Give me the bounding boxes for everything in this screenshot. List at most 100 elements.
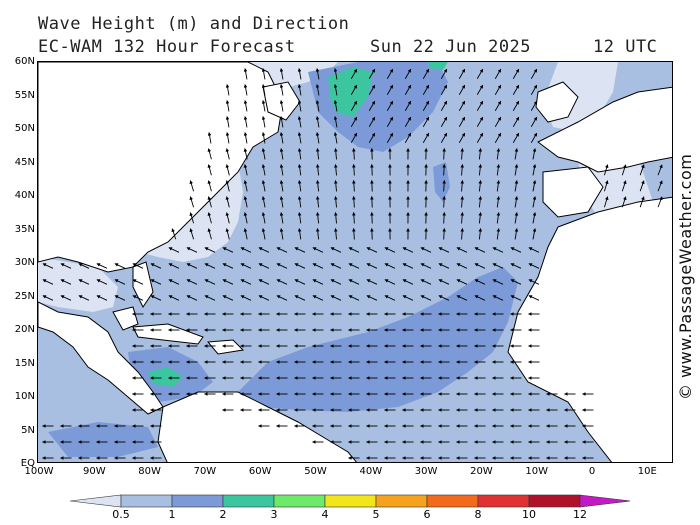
wave-direction-arrow [510, 263, 522, 269]
wave-direction-arrow [78, 263, 90, 269]
wave-direction-arrow [474, 247, 486, 253]
wave-direction-arrow [132, 295, 144, 301]
wave-direction-arrow [420, 263, 432, 269]
wave-direction-arrow [225, 164, 230, 176]
legend-swatch [273, 494, 326, 508]
wave-direction-arrow [657, 164, 663, 176]
wave-direction-arrow [657, 180, 663, 192]
legend-swatch [222, 494, 275, 508]
wave-direction-arrow [621, 196, 627, 208]
wave-direction-arrow [261, 164, 266, 176]
wave-direction-arrow [496, 195, 501, 208]
wave-direction-arrow [222, 295, 234, 301]
wave-direction-arrow [384, 279, 396, 285]
wave-direction-arrow [494, 84, 502, 95]
wave-direction-arrow [532, 196, 537, 208]
lon-label: 70W [193, 466, 217, 477]
wave-direction-arrow [420, 295, 432, 301]
wave-direction-arrow [240, 295, 252, 301]
wave-direction-arrow [404, 100, 412, 111]
credit-text: © www.PassageWeather.com [676, 153, 695, 400]
wave-direction-arrow [315, 195, 320, 208]
wave-direction-arrow [297, 179, 302, 192]
wave-direction-arrow [422, 132, 430, 143]
wave-direction-arrow [440, 116, 448, 127]
wave-direction-arrow [532, 228, 537, 240]
wave-direction-arrow [532, 212, 537, 224]
wave-direction-arrow [333, 131, 338, 144]
wave-direction-arrow [368, 132, 376, 143]
wave-direction-arrow [514, 179, 519, 192]
legend-label: 5 [372, 508, 380, 521]
wave-direction-arrow [333, 179, 338, 192]
wave-direction-arrow [478, 163, 483, 176]
wave-direction-arrow [42, 263, 54, 269]
wave-direction-arrow [333, 115, 338, 128]
wave-direction-arrow [422, 68, 430, 79]
legend-label: 12 [573, 508, 587, 521]
lat-label: 15N [14, 357, 35, 369]
wave-direction-arrow [368, 84, 376, 95]
wave-direction-arrow [279, 99, 284, 112]
lon-label: 10W [525, 466, 548, 477]
lon-label: 90W [82, 466, 106, 477]
wave-direction-arrow [261, 99, 266, 112]
wave-direction-arrow [514, 163, 519, 176]
wave-direction-arrow [114, 279, 126, 285]
wave-direction-arrow [333, 67, 338, 80]
wave-direction-arrow [384, 263, 396, 269]
wave-zone-2m-trade [238, 267, 518, 412]
wave-map[interactable] [37, 61, 673, 463]
wave-direction-arrow [204, 295, 216, 301]
wave-direction-arrow [422, 84, 430, 95]
wave-direction-arrow [168, 263, 180, 269]
wave-direction-arrow [333, 147, 338, 160]
wave-direction-arrow [207, 212, 212, 224]
wave-direction-arrow [279, 195, 284, 208]
wave-direction-arrow [261, 212, 266, 224]
wave-direction-arrow [458, 84, 466, 95]
wave-direction-arrow [297, 163, 302, 176]
wave-direction-arrow [639, 180, 645, 192]
wave-direction-arrow [207, 180, 212, 192]
wave-direction-arrow [604, 180, 609, 192]
wave-direction-arrow [350, 116, 358, 127]
wave-direction-arrow [186, 263, 198, 269]
wave-direction-arrow [460, 179, 465, 192]
wave-direction-arrow [512, 100, 520, 111]
wave-direction-arrow [330, 263, 342, 269]
wave-direction-arrow [168, 295, 180, 301]
wave-direction-arrow [352, 227, 356, 240]
wave-direction-arrow [438, 247, 450, 253]
wave-direction-arrow [312, 295, 324, 301]
wave-direction-arrow [243, 131, 248, 144]
wave-direction-arrow [352, 211, 356, 224]
wave-direction-arrow [150, 263, 162, 269]
legend-swatch [70, 494, 122, 508]
wave-direction-arrow [460, 211, 465, 224]
wave-direction-arrow [476, 100, 484, 111]
wave-direction-arrow [639, 196, 645, 208]
wave-direction-arrow [528, 295, 540, 301]
wave-direction-arrow [492, 263, 504, 269]
wave-direction-arrow [315, 115, 320, 128]
wave-direction-arrow [261, 180, 266, 192]
wave-direction-arrow [352, 163, 356, 176]
wave-direction-arrow [276, 295, 288, 301]
wave-direction-arrow [348, 247, 360, 253]
wave-zone-2m-south [48, 422, 158, 457]
wave-direction-arrow [604, 196, 609, 208]
hispaniola [206, 339, 245, 355]
wave-direction-arrow [315, 179, 320, 192]
wave-direction-arrow [530, 100, 538, 111]
wave-direction-arrow [186, 247, 198, 253]
legend-swatch [426, 494, 479, 508]
lat-label: 55N [14, 89, 35, 101]
wave-direction-arrow [510, 247, 522, 253]
wave-direction-arrow [240, 263, 252, 269]
wave-direction-arrow [297, 83, 302, 96]
wave-direction-arrow [60, 263, 72, 269]
wave-direction-arrow [261, 228, 266, 240]
wave-direction-arrow [312, 279, 324, 285]
wave-direction-arrow [420, 279, 432, 285]
